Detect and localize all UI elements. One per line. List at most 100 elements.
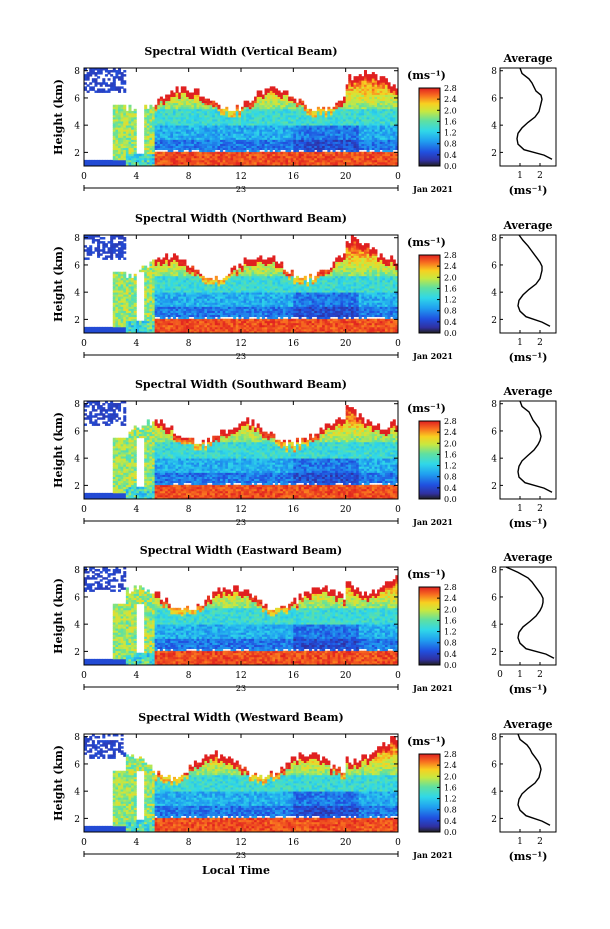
heatmap-cell [358,86,362,89]
heatmap-cell [159,320,163,324]
heatmap-cell [322,123,326,126]
heatmap-cell [256,90,260,93]
heatmap-cell [162,269,166,273]
heatmap-cell [162,121,166,124]
heatmap-cell [269,147,273,151]
heatmap-cell [225,121,229,124]
heatmap-cell [353,96,357,100]
heatmap-cell [382,114,386,118]
heatmap-cell [392,102,396,106]
heatmap-cell [390,141,394,144]
heatmap-cell [206,121,210,124]
heatmap-cell [225,108,229,112]
heatmap-cell [193,137,197,140]
heatmap-cell [175,257,179,260]
heatmap-cell [316,155,320,159]
heatmap-cell [162,110,166,114]
heatmap-cell [159,302,163,305]
heatmap-cell [363,159,367,163]
heatmap-cell [170,330,174,334]
heatmap-cell [337,135,341,138]
heatmap-cell [340,104,344,108]
heatmap-cell [120,104,124,108]
heatmap-cell [272,159,276,163]
heatmap-cell [220,145,224,149]
heatmap-cell [201,123,205,126]
heatmap-cell [254,108,258,112]
heatmap-cell [175,163,179,167]
heatmap-cell [290,117,294,120]
heatmap-cell [165,281,169,285]
heatmap-cell [146,275,150,279]
heatmap-cell [327,163,331,167]
heatmap-cell [348,125,352,128]
heatmap-cell [358,96,362,100]
heatmap-cell [175,292,179,295]
heatmap-cell [246,108,250,112]
heatmap-cell [128,108,132,112]
heatmap-cell [337,141,341,144]
heatmap-cell [285,108,289,112]
heatmap-cell [201,100,205,104]
heatmap-cell [120,133,124,136]
heatmap-cell [324,131,328,134]
heatmap-cell [379,90,383,93]
heatmap-cell [84,328,88,332]
heatmap-cell [178,104,182,108]
heatmap-cell [269,110,273,114]
heatmap-cell [131,151,135,155]
heatmap-cell [371,82,375,85]
heatmap-cell [348,112,352,116]
heatmap-cell [324,110,328,114]
heatmap-cell [356,119,360,122]
heatmap-cell [144,110,148,114]
heatmap-cell [120,131,124,134]
heatmap-cell [178,322,182,326]
heatmap-cell [152,147,156,151]
heatmap-cell [356,131,360,134]
heatmap-cell [175,141,179,144]
heatmap-cell [277,108,281,112]
heatmap-cell [214,161,218,165]
heatmap-cell [133,155,137,159]
heatmap-cell [157,131,161,134]
heatmap-cell [123,133,127,136]
heatmap-cell [209,110,213,114]
heatmap-cell [94,80,98,83]
heatmap-cell [86,76,90,79]
heatmap-cell [246,133,250,136]
heatmap-cell [295,151,299,155]
heatmap-cell [251,155,255,159]
heatmap-cell [377,147,381,151]
heatmap-cell [199,135,203,138]
heatmap-cell [212,143,216,146]
heatmap-cell [152,298,156,301]
heatmap-cell [374,74,378,77]
heatmap-cell [159,102,163,106]
heatmap-cell [288,143,292,146]
heatmap-cell [183,123,187,126]
heatmap-cell [131,316,135,320]
heatmap-cell [193,106,197,110]
heatmap-cell [162,153,166,157]
heatmap-cell [217,157,221,161]
heatmap-cell [353,127,357,130]
heatmap-cell [220,137,224,140]
heatmap-cell [110,326,114,330]
heatmap-cell [154,318,158,322]
heatmap-cell [392,98,396,102]
heatmap-cell [298,141,302,144]
heatmap-cell [180,133,184,136]
heatmap-cell [392,90,396,93]
heatmap-cell [329,131,333,134]
heatmap-cell [120,308,124,311]
heatmap-cell [259,110,263,114]
heatmap-cell [345,129,349,132]
heatmap-cell [293,143,297,146]
heatmap-cell [392,114,396,118]
heatmap-cell [152,125,156,128]
heatmap-cell [162,127,166,130]
heatmap-cell [123,294,127,297]
heatmap-cell [390,161,394,165]
heatmap-cell [204,159,208,163]
